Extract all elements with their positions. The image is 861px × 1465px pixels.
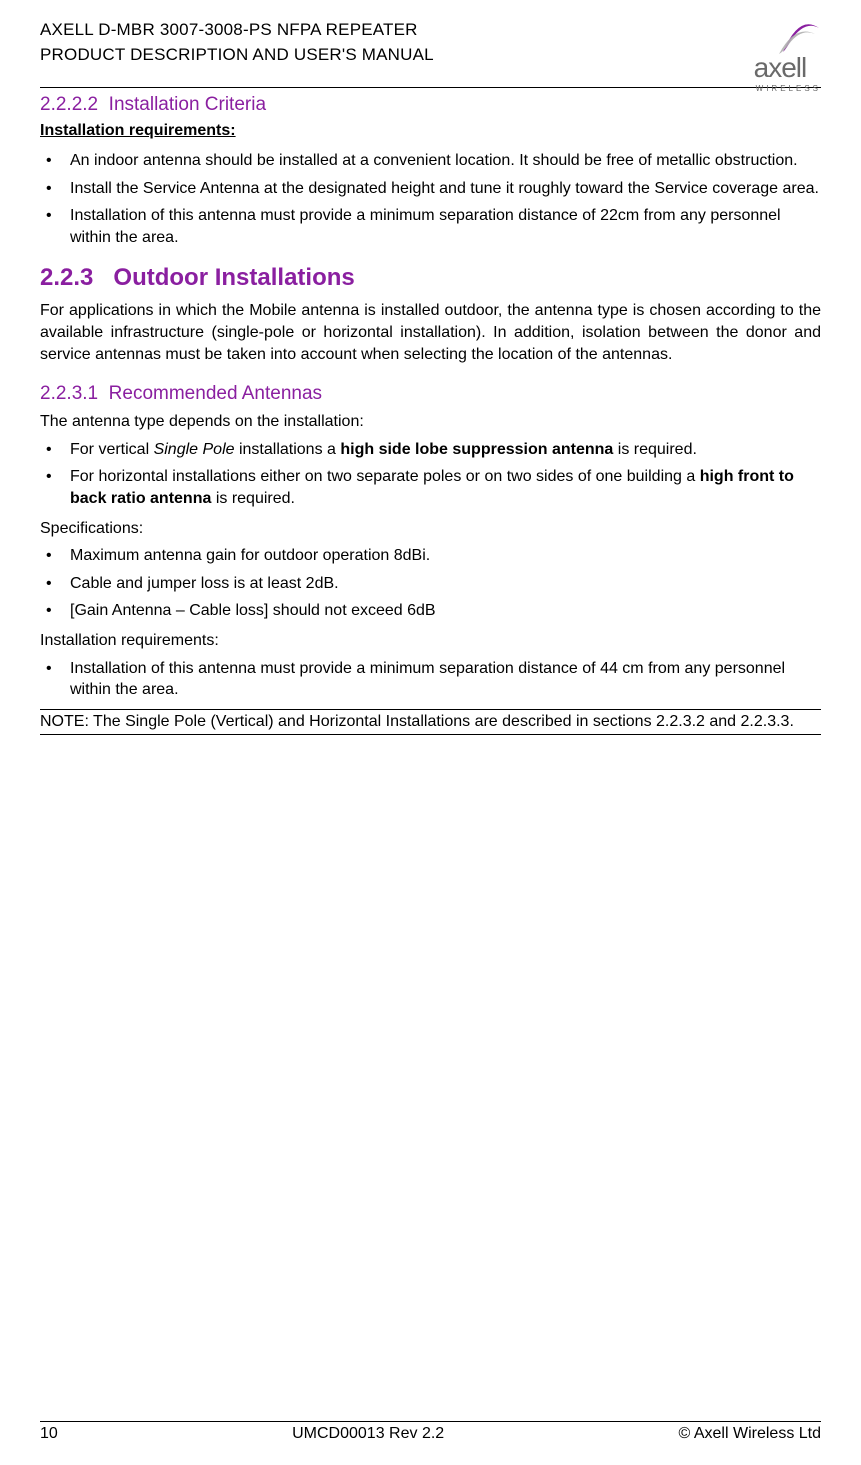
page-header: AXELL D-MBR 3007-3008-PS NFPA REPEATER P… xyxy=(40,18,821,88)
logo: axell WIRELESS xyxy=(754,18,821,83)
text: For vertical xyxy=(70,441,154,458)
logo-sub-text: WIRELESS xyxy=(756,84,821,93)
heading-2-2-3-1: 2.2.3.1 Recommended Antennas xyxy=(40,383,821,405)
text: installations a xyxy=(235,441,341,458)
text: is required. xyxy=(613,441,697,458)
footer-doc-rev: UMCD00013 Rev 2.2 xyxy=(292,1425,444,1443)
list-item: Maximum antenna gain for outdoor operati… xyxy=(40,545,821,567)
heading-num: 2.2.3.1 xyxy=(40,383,98,404)
list-item: Installation of this antenna must provid… xyxy=(40,658,821,701)
heading-2-2-2-2: 2.2.2.2 Installation Criteria xyxy=(40,94,821,116)
page-footer: 10 UMCD00013 Rev 2.2 © Axell Wireless Lt… xyxy=(40,1421,821,1443)
bullets-2-2-2-2: An indoor antenna should be installed at… xyxy=(40,150,821,248)
label-antenna-depends: The antenna type depends on the installa… xyxy=(40,411,821,433)
header-line1: AXELL D-MBR 3007-3008-PS NFPA REPEATER xyxy=(40,18,434,43)
list-item: Cable and jumper loss is at least 2dB. xyxy=(40,573,821,595)
text-italic: Single Pole xyxy=(154,441,235,458)
heading-num: 2.2.2.2 xyxy=(40,94,98,115)
list-item: [Gain Antenna – Cable loss] should not e… xyxy=(40,600,821,622)
footer-copyright: © Axell Wireless Ltd xyxy=(679,1425,822,1443)
list-item: An indoor antenna should be installed at… xyxy=(40,150,821,172)
bullets-antenna-type: For vertical Single Pole installations a… xyxy=(40,439,821,510)
note-block: NOTE: The Single Pole (Vertical) and Hor… xyxy=(40,709,821,736)
text: For horizontal installations either on t… xyxy=(70,468,700,485)
list-item: Install the Service Antenna at the desig… xyxy=(40,178,821,200)
header-logo-block: axell WIRELESS xyxy=(754,18,821,83)
heading-title: Recommended Antennas xyxy=(109,383,322,404)
list-item: For vertical Single Pole installations a… xyxy=(40,439,821,461)
bullets-install-2: Installation of this antenna must provid… xyxy=(40,658,821,701)
header-line2: PRODUCT DESCRIPTION AND USER'S MANUAL xyxy=(40,43,434,68)
header-title-block: AXELL D-MBR 3007-3008-PS NFPA REPEATER P… xyxy=(40,18,434,67)
heading-title: Installation Criteria xyxy=(109,94,266,115)
para-2-2-3: For applications in which the Mobile ant… xyxy=(40,300,821,365)
label-specifications: Specifications: xyxy=(40,518,821,540)
text-bold: high side lobe suppression antenna xyxy=(340,441,613,458)
list-item: For horizontal installations either on t… xyxy=(40,466,821,509)
footer-page-number: 10 xyxy=(40,1425,58,1443)
label-install-req: Installation requirements: xyxy=(40,122,821,140)
heading-title: Outdoor Installations xyxy=(113,264,354,291)
list-item: Installation of this antenna must provid… xyxy=(40,205,821,248)
heading-2-2-3: 2.2.3 Outdoor Installations xyxy=(40,264,821,292)
logo-swirl-icon xyxy=(775,18,821,58)
heading-num: 2.2.3 xyxy=(40,264,93,291)
bullets-spec: Maximum antenna gain for outdoor operati… xyxy=(40,545,821,622)
text: is required. xyxy=(211,490,295,507)
label-install-req-2: Installation requirements: xyxy=(40,630,821,652)
